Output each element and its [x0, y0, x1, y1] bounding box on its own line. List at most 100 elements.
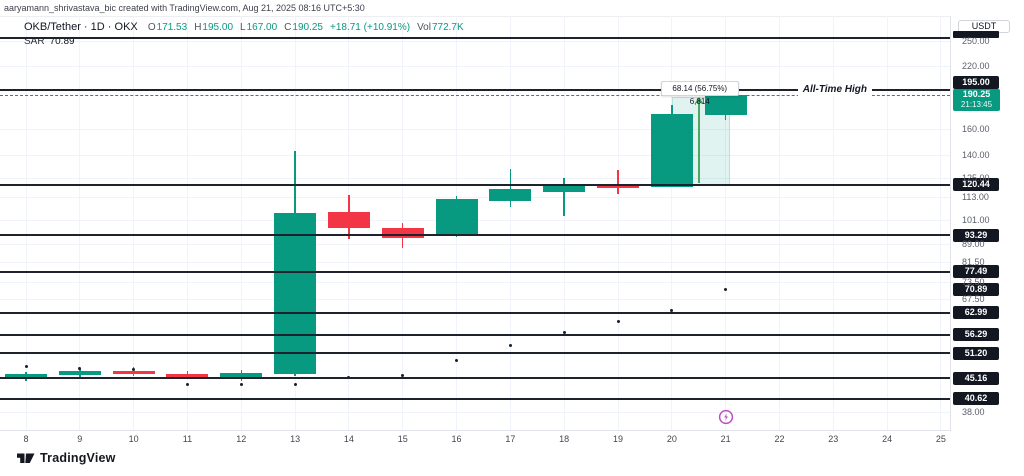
grid-vline: [886, 16, 888, 430]
price-line-badge: 45.16: [953, 371, 999, 385]
candle: [489, 189, 532, 201]
price-line-drawing[interactable]: [0, 88, 950, 91]
measure-arrow-head: [694, 96, 703, 103]
clipped-price-badge: [953, 31, 999, 38]
sar-dot: [724, 287, 728, 291]
price-line-badge: 62.99: [953, 306, 999, 320]
candle: [435, 199, 478, 236]
price-line-drawing[interactable]: [0, 352, 950, 355]
candle: [220, 373, 263, 377]
grid-vline: [832, 16, 834, 430]
symbol-title[interactable]: OKB/Tether · 1D · OKX: [24, 21, 138, 33]
axis-tick-label: 140.00: [962, 150, 990, 161]
time-label: 21: [720, 434, 731, 444]
grid-vline: [186, 16, 188, 430]
interval-value: 1D: [90, 21, 105, 33]
axis-tick-label: 101.00: [962, 214, 990, 225]
grid-hline: [0, 282, 950, 284]
widget-top-border: [0, 16, 1024, 17]
candle: [166, 373, 209, 377]
tradingview-logo-icon[interactable]: [17, 451, 35, 465]
candle: [381, 227, 424, 238]
price-line-drawing[interactable]: [0, 270, 950, 273]
ohlc-label: C: [284, 22, 292, 33]
ath-label[interactable]: All-Time High: [797, 83, 872, 96]
time-label: 11: [182, 434, 193, 444]
indicator-sar[interactable]: SAR 70.89: [24, 36, 464, 47]
logo-text[interactable]: TradingView: [40, 451, 116, 465]
price-line-drawing[interactable]: [0, 234, 950, 237]
price-line-badge: 40.62: [953, 392, 999, 406]
time-axis-separator: [0, 430, 1024, 431]
ohlc-value: 190.25: [292, 22, 323, 33]
grid-vline: [671, 16, 673, 430]
grid-hline: [0, 298, 950, 300]
time-label: 8: [23, 434, 29, 444]
sar-dot: [78, 367, 82, 371]
candle: [650, 113, 693, 188]
time-label: 19: [613, 434, 624, 444]
sar-dot: [670, 309, 674, 313]
price-line-drawing[interactable]: [0, 311, 950, 314]
price-line-drawing[interactable]: [0, 333, 950, 336]
price-line-badge: 195.00: [953, 75, 999, 89]
grid-hline: [0, 128, 950, 130]
price-line-drawing[interactable]: [0, 183, 950, 186]
grid-hline: [0, 244, 950, 246]
price-line-drawing[interactable]: [0, 37, 950, 40]
grid-vline: [25, 16, 27, 430]
plot-area[interactable]: 68.14 (56.75%) 6,814 All-Time High: [0, 16, 950, 430]
time-label: 20: [666, 434, 677, 444]
price-line-drawing[interactable]: [0, 377, 950, 380]
grid-vline: [240, 16, 242, 430]
sar-dot: [401, 374, 405, 378]
grid-vline: [402, 16, 404, 430]
candle: [543, 185, 586, 193]
change-value: +18.71 (+10.91%): [330, 22, 411, 33]
grid-hline: [0, 197, 950, 199]
ohlc-value: 167.00: [246, 22, 278, 33]
time-label: 10: [128, 434, 139, 444]
time-label: 12: [236, 434, 247, 444]
exchange-value: OKX: [114, 21, 138, 33]
axis-tick-label: 113.00: [962, 192, 989, 203]
axis-tick-label: 160.00: [962, 123, 990, 134]
axis-tick-label: 220.00: [962, 61, 990, 72]
axis-tick-label: 81.50: [962, 256, 985, 267]
grid-vline: [509, 16, 511, 430]
time-label: 13: [290, 434, 301, 444]
current-price-badge: 190.25 21:13:45: [953, 88, 1000, 111]
event-lightning-icon[interactable]: [718, 409, 734, 425]
price-line-drawing[interactable]: [0, 397, 950, 400]
grid-vline: [617, 16, 619, 430]
ohlc-value: 171.53: [156, 22, 188, 33]
candle-wick: [617, 169, 619, 195]
axis-tick-label: 125.00: [962, 172, 990, 183]
grid-vline: [940, 16, 942, 430]
indicator-value: 70.89: [49, 36, 75, 47]
brand-bar: TradingView: [17, 451, 116, 465]
axis-tick-label: 73.50: [962, 277, 985, 288]
grid-vline: [79, 16, 81, 430]
axis-tick-label: 89.00: [962, 239, 985, 250]
candle: [597, 185, 640, 189]
candle-wick: [509, 168, 512, 207]
price-axis[interactable]: USDT 190.25 21:13:45 195.00 120.44 93.29 77…: [951, 16, 1024, 447]
candle-wick: [563, 178, 565, 216]
grid-vline: [563, 16, 565, 430]
grid-vline: [725, 16, 727, 430]
volume-value: 772.7K: [431, 22, 464, 33]
price-line-badge: 93.29: [953, 228, 999, 242]
sar-dot: [616, 319, 620, 323]
sar-dot: [508, 344, 512, 348]
time-label: 18: [559, 434, 570, 444]
sar-dot: [562, 331, 566, 335]
grid-hline: [0, 66, 950, 68]
price-axis-separator: [950, 16, 951, 447]
axis-tick-label: 67.50: [962, 293, 985, 304]
candle: [274, 212, 317, 375]
time-axis[interactable]: 8 9 10 11 12 13 14 15 16 17 18 19 20 21 22 23 24 25: [0, 431, 1024, 447]
volume-label: Vol: [417, 22, 431, 33]
sar-dot: [239, 383, 243, 387]
ohlc-label: H: [194, 22, 202, 33]
